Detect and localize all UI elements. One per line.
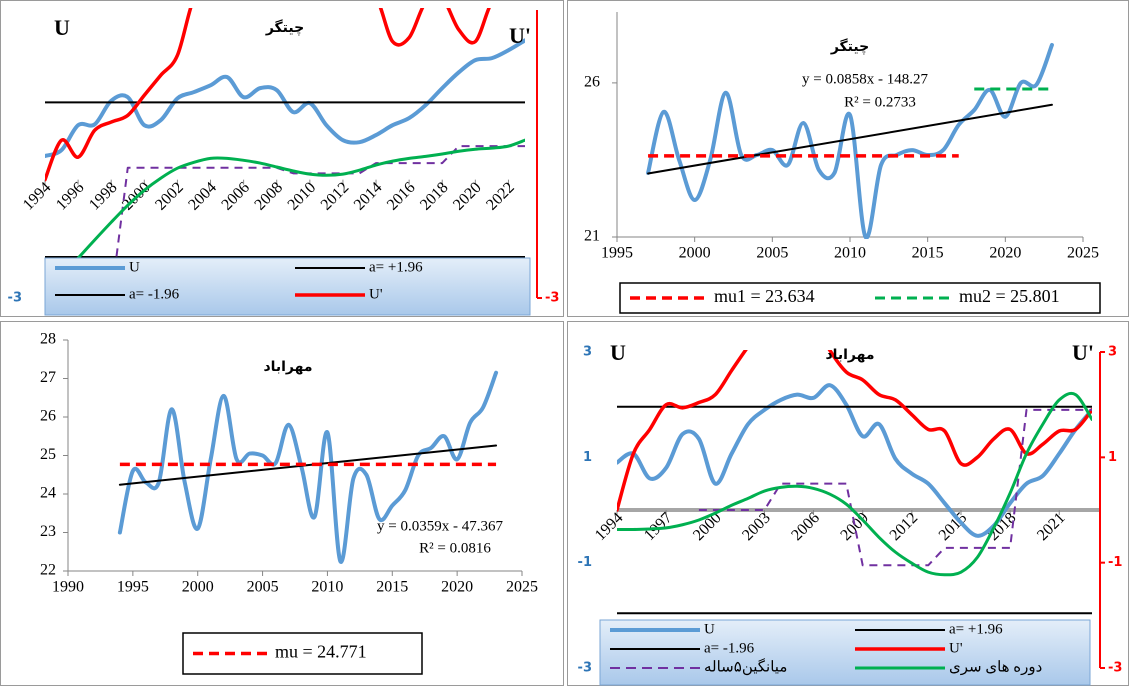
legend-label: a= +1.96 xyxy=(369,259,423,275)
y-tick-label: 3 xyxy=(583,345,592,360)
legend-label: دوره های سری xyxy=(949,659,1042,675)
y-tick-label: 26 xyxy=(40,408,56,425)
x-tick-label: 2000 xyxy=(679,245,711,262)
legend-label: mu = 24.771 xyxy=(275,642,367,662)
annotation: y = 0.0359x - 47.367 xyxy=(377,518,503,534)
series-line xyxy=(117,370,499,564)
x-tick-label: 2005 xyxy=(247,579,279,596)
chart-title: مهراباد xyxy=(825,347,874,363)
x-tick-label: 2015 xyxy=(912,245,944,262)
legend-label: U xyxy=(704,621,715,637)
y2-tick-label: 1 xyxy=(1108,450,1117,465)
x-tick-label: 2010 xyxy=(834,245,866,262)
x-tick-label: 1995 xyxy=(117,579,149,596)
annotation: R² = 0.0816 xyxy=(419,540,491,556)
panel-border xyxy=(0,321,564,686)
series-line xyxy=(617,383,1092,538)
y-tick-label: 22 xyxy=(40,562,56,579)
x-tick-label: 2020 xyxy=(441,579,473,596)
y2-tick-label: -3 xyxy=(545,291,559,306)
x-tick-label: 2025 xyxy=(1067,245,1099,262)
legend-label: a= +1.96 xyxy=(949,621,1003,637)
x-tick-label: 2000 xyxy=(182,579,214,596)
y-tick-label: 24 xyxy=(40,485,56,502)
x-tick-label: 1990 xyxy=(52,579,84,596)
chart-title: چیتگر xyxy=(830,38,869,55)
y-tick-label: 28 xyxy=(40,331,56,348)
x-tick-label: 2020 xyxy=(989,245,1021,262)
y-tick-label: 21 xyxy=(584,228,600,245)
trend-line xyxy=(647,103,1053,175)
y-tick-label: 27 xyxy=(40,369,56,386)
x-tick-label: 1995 xyxy=(601,245,633,262)
y-tick-label: 25 xyxy=(40,446,56,463)
y-tick-label: 23 xyxy=(40,523,56,540)
x-tick-label: 2025 xyxy=(506,579,538,596)
legend-label: U' xyxy=(369,286,383,302)
y2-tick-label: 3 xyxy=(1108,345,1117,360)
legend-box xyxy=(44,257,531,316)
x-tick-label: 2005 xyxy=(756,245,788,262)
legend-label: mu2 = 25.801 xyxy=(959,286,1060,306)
x-tick-label: 2010 xyxy=(311,579,343,596)
series-line xyxy=(646,42,1054,239)
series-line xyxy=(617,350,1092,512)
y2-axis-label: U' xyxy=(1072,340,1094,365)
legend-label: a= -1.96 xyxy=(129,286,180,302)
series-line xyxy=(698,408,1092,567)
legend-label: mu1 = 23.634 xyxy=(714,286,815,306)
legend-label: a= -1.96 xyxy=(704,640,755,656)
legend-label: U' xyxy=(949,640,963,656)
trend-line xyxy=(118,444,498,486)
series-line xyxy=(45,8,491,182)
y-tick-label: -3 xyxy=(8,291,22,306)
legend-box xyxy=(182,632,423,675)
x-tick-label: 2015 xyxy=(376,579,408,596)
y2-tick-label: -1 xyxy=(1108,555,1122,570)
series-line xyxy=(76,138,525,260)
y2-axis-label: U' xyxy=(509,23,531,48)
y-tick-label: 26 xyxy=(584,74,600,91)
y-axis-label: U xyxy=(610,340,626,365)
y2-tick-label: -3 xyxy=(1108,661,1122,676)
annotation: y = 0.0858x - 148.27 xyxy=(802,71,928,87)
y-tick-label: -3 xyxy=(578,661,592,676)
chart-title: چیتگر xyxy=(265,19,304,36)
chart-title: مهراباد xyxy=(263,359,312,375)
y-tick-label: 1 xyxy=(583,450,592,465)
legend-label: میانگین۵ساله xyxy=(704,657,787,675)
annotation: R² = 0.2733 xyxy=(844,94,916,110)
series-line xyxy=(617,391,1092,577)
y-axis-label: U xyxy=(54,15,70,40)
y-tick-label: -1 xyxy=(578,555,592,570)
legend-label: U xyxy=(129,259,140,275)
panel-border xyxy=(567,0,1129,317)
